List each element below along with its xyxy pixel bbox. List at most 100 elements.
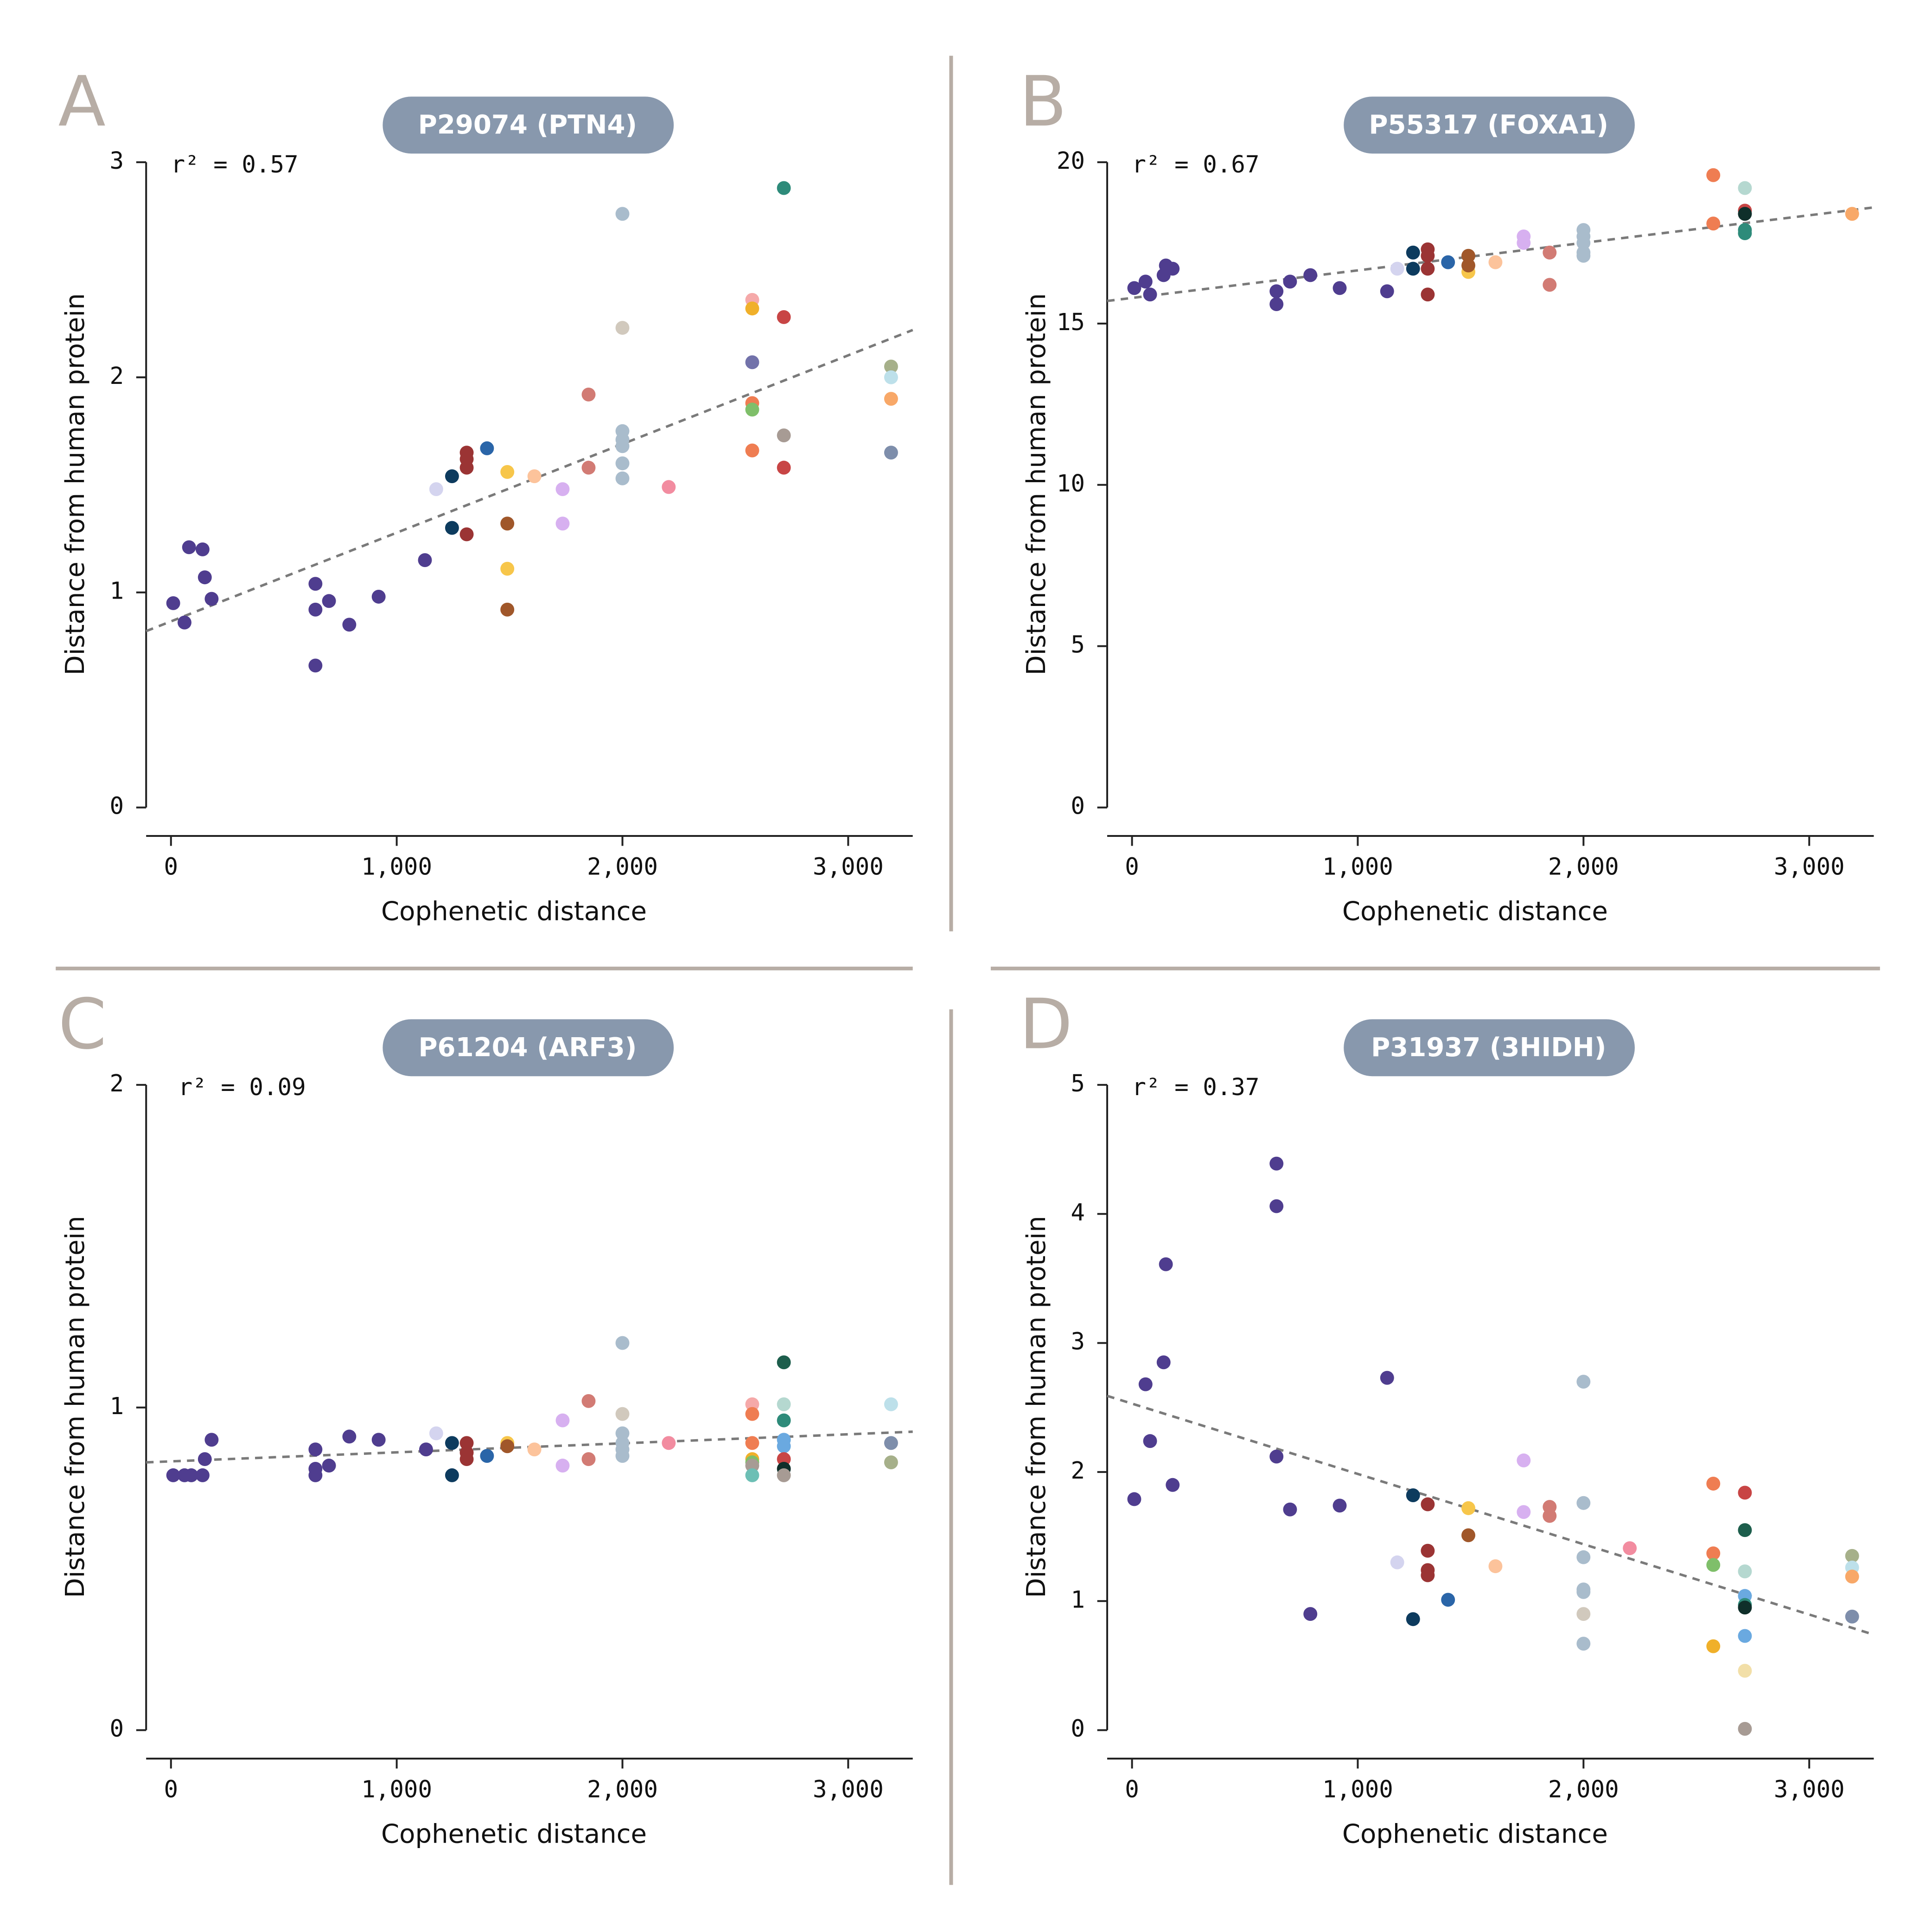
x-axis-label: Cophenetic distance [1342, 896, 1608, 926]
point [1576, 1585, 1591, 1599]
point [884, 370, 898, 384]
point [204, 592, 219, 606]
point [581, 1394, 596, 1408]
point [527, 1442, 542, 1457]
point [1269, 1156, 1284, 1171]
panel-letter: A [58, 62, 106, 142]
point [1156, 1355, 1171, 1370]
y-tick-label: 5 [1071, 1070, 1085, 1097]
point [371, 590, 386, 604]
point [777, 1413, 791, 1428]
dividers [56, 56, 1880, 1885]
panel: C P61204 (ARF3) r² = 0.09 0 1 2 0 1,000 2,000 3,0… [58, 984, 913, 1849]
point [777, 1397, 791, 1411]
point [1543, 1509, 1557, 1523]
point [371, 1433, 386, 1447]
point [1159, 1257, 1173, 1271]
point [555, 516, 570, 531]
x-tick-label: 1,000 [361, 853, 432, 880]
point [308, 602, 323, 617]
point [555, 1413, 570, 1428]
point [1333, 1498, 1347, 1513]
x-tick-label: 0 [164, 1775, 178, 1803]
y-tick-label: 20 [1057, 147, 1085, 174]
point [445, 1436, 459, 1450]
point [1166, 1478, 1180, 1492]
point [615, 1336, 630, 1350]
point [555, 1459, 570, 1473]
x-tick-label: 1,000 [361, 1775, 432, 1803]
x-tick-label: 2,000 [587, 1775, 658, 1803]
panel: D P31937 (3HIDH) r² = 0.37 0 1 2 3 4 5 0 1,000 2,00… [1019, 984, 1875, 1849]
point [1303, 1607, 1318, 1621]
x-tick-label: 3,000 [813, 1775, 884, 1803]
trendline [1107, 206, 1874, 302]
point [166, 596, 180, 610]
x-tick-label: 0 [1125, 853, 1139, 880]
point [1461, 258, 1475, 273]
point [1738, 181, 1752, 195]
chart-title: P61204 (ARF3) [418, 1033, 637, 1063]
point [500, 561, 515, 576]
point [1738, 1523, 1752, 1537]
x-tick-label: 2,000 [1548, 1775, 1619, 1803]
point [184, 1468, 198, 1482]
y-tick-label: 4 [1071, 1199, 1085, 1226]
point [1406, 245, 1420, 260]
point [884, 1436, 898, 1450]
point [1543, 245, 1557, 260]
y-axis-label: Distance from human protein [1021, 293, 1052, 675]
point [178, 615, 191, 630]
point [1543, 278, 1557, 292]
x-tick-label: 1,000 [1322, 853, 1393, 880]
panel: A P29074 (PTN4) r² = 0.57 0 1 2 3 0 1,000 2,000 3,… [58, 62, 913, 926]
point [884, 392, 898, 406]
point [1421, 287, 1435, 302]
point [1576, 1550, 1591, 1564]
point [1517, 236, 1531, 250]
panel-letter: C [58, 984, 107, 1065]
y-tick-label: 0 [110, 792, 124, 820]
chart-title: P29074 (PTN4) [418, 110, 637, 140]
point [322, 594, 336, 608]
point [1706, 1477, 1721, 1491]
y-axis-label: Distance from human protein [60, 1216, 90, 1598]
point [1143, 1434, 1157, 1448]
annotation: r² = 0.57 [171, 151, 299, 178]
title-pill [1344, 96, 1635, 154]
point [1845, 1569, 1859, 1584]
point [1421, 249, 1435, 263]
point [1421, 1497, 1435, 1511]
point [308, 577, 323, 591]
y-tick-label: 0 [110, 1715, 124, 1742]
annotation: r² = 0.37 [1132, 1073, 1259, 1101]
point [615, 207, 630, 221]
point [459, 527, 474, 542]
point [745, 355, 759, 370]
y-tick-label: 2 [110, 1070, 124, 1097]
point [777, 310, 791, 324]
x-tick-label: 3,000 [1774, 853, 1845, 880]
y-tick-label: 2 [1071, 1457, 1085, 1484]
point [615, 471, 630, 485]
point [1127, 1492, 1141, 1506]
point [1283, 1502, 1297, 1517]
point [884, 359, 898, 374]
point [1380, 1371, 1394, 1385]
point [1269, 1199, 1284, 1213]
point [615, 1407, 630, 1421]
point [1461, 1528, 1475, 1543]
point [1706, 168, 1721, 182]
point [1333, 281, 1347, 295]
point [615, 1426, 630, 1441]
point [1303, 268, 1318, 282]
point [1623, 1541, 1637, 1556]
x-axis-label: Cophenetic distance [381, 896, 647, 926]
point [615, 1449, 630, 1463]
point [745, 301, 759, 316]
point [459, 1452, 474, 1467]
point [1706, 217, 1721, 231]
point [1390, 261, 1404, 276]
